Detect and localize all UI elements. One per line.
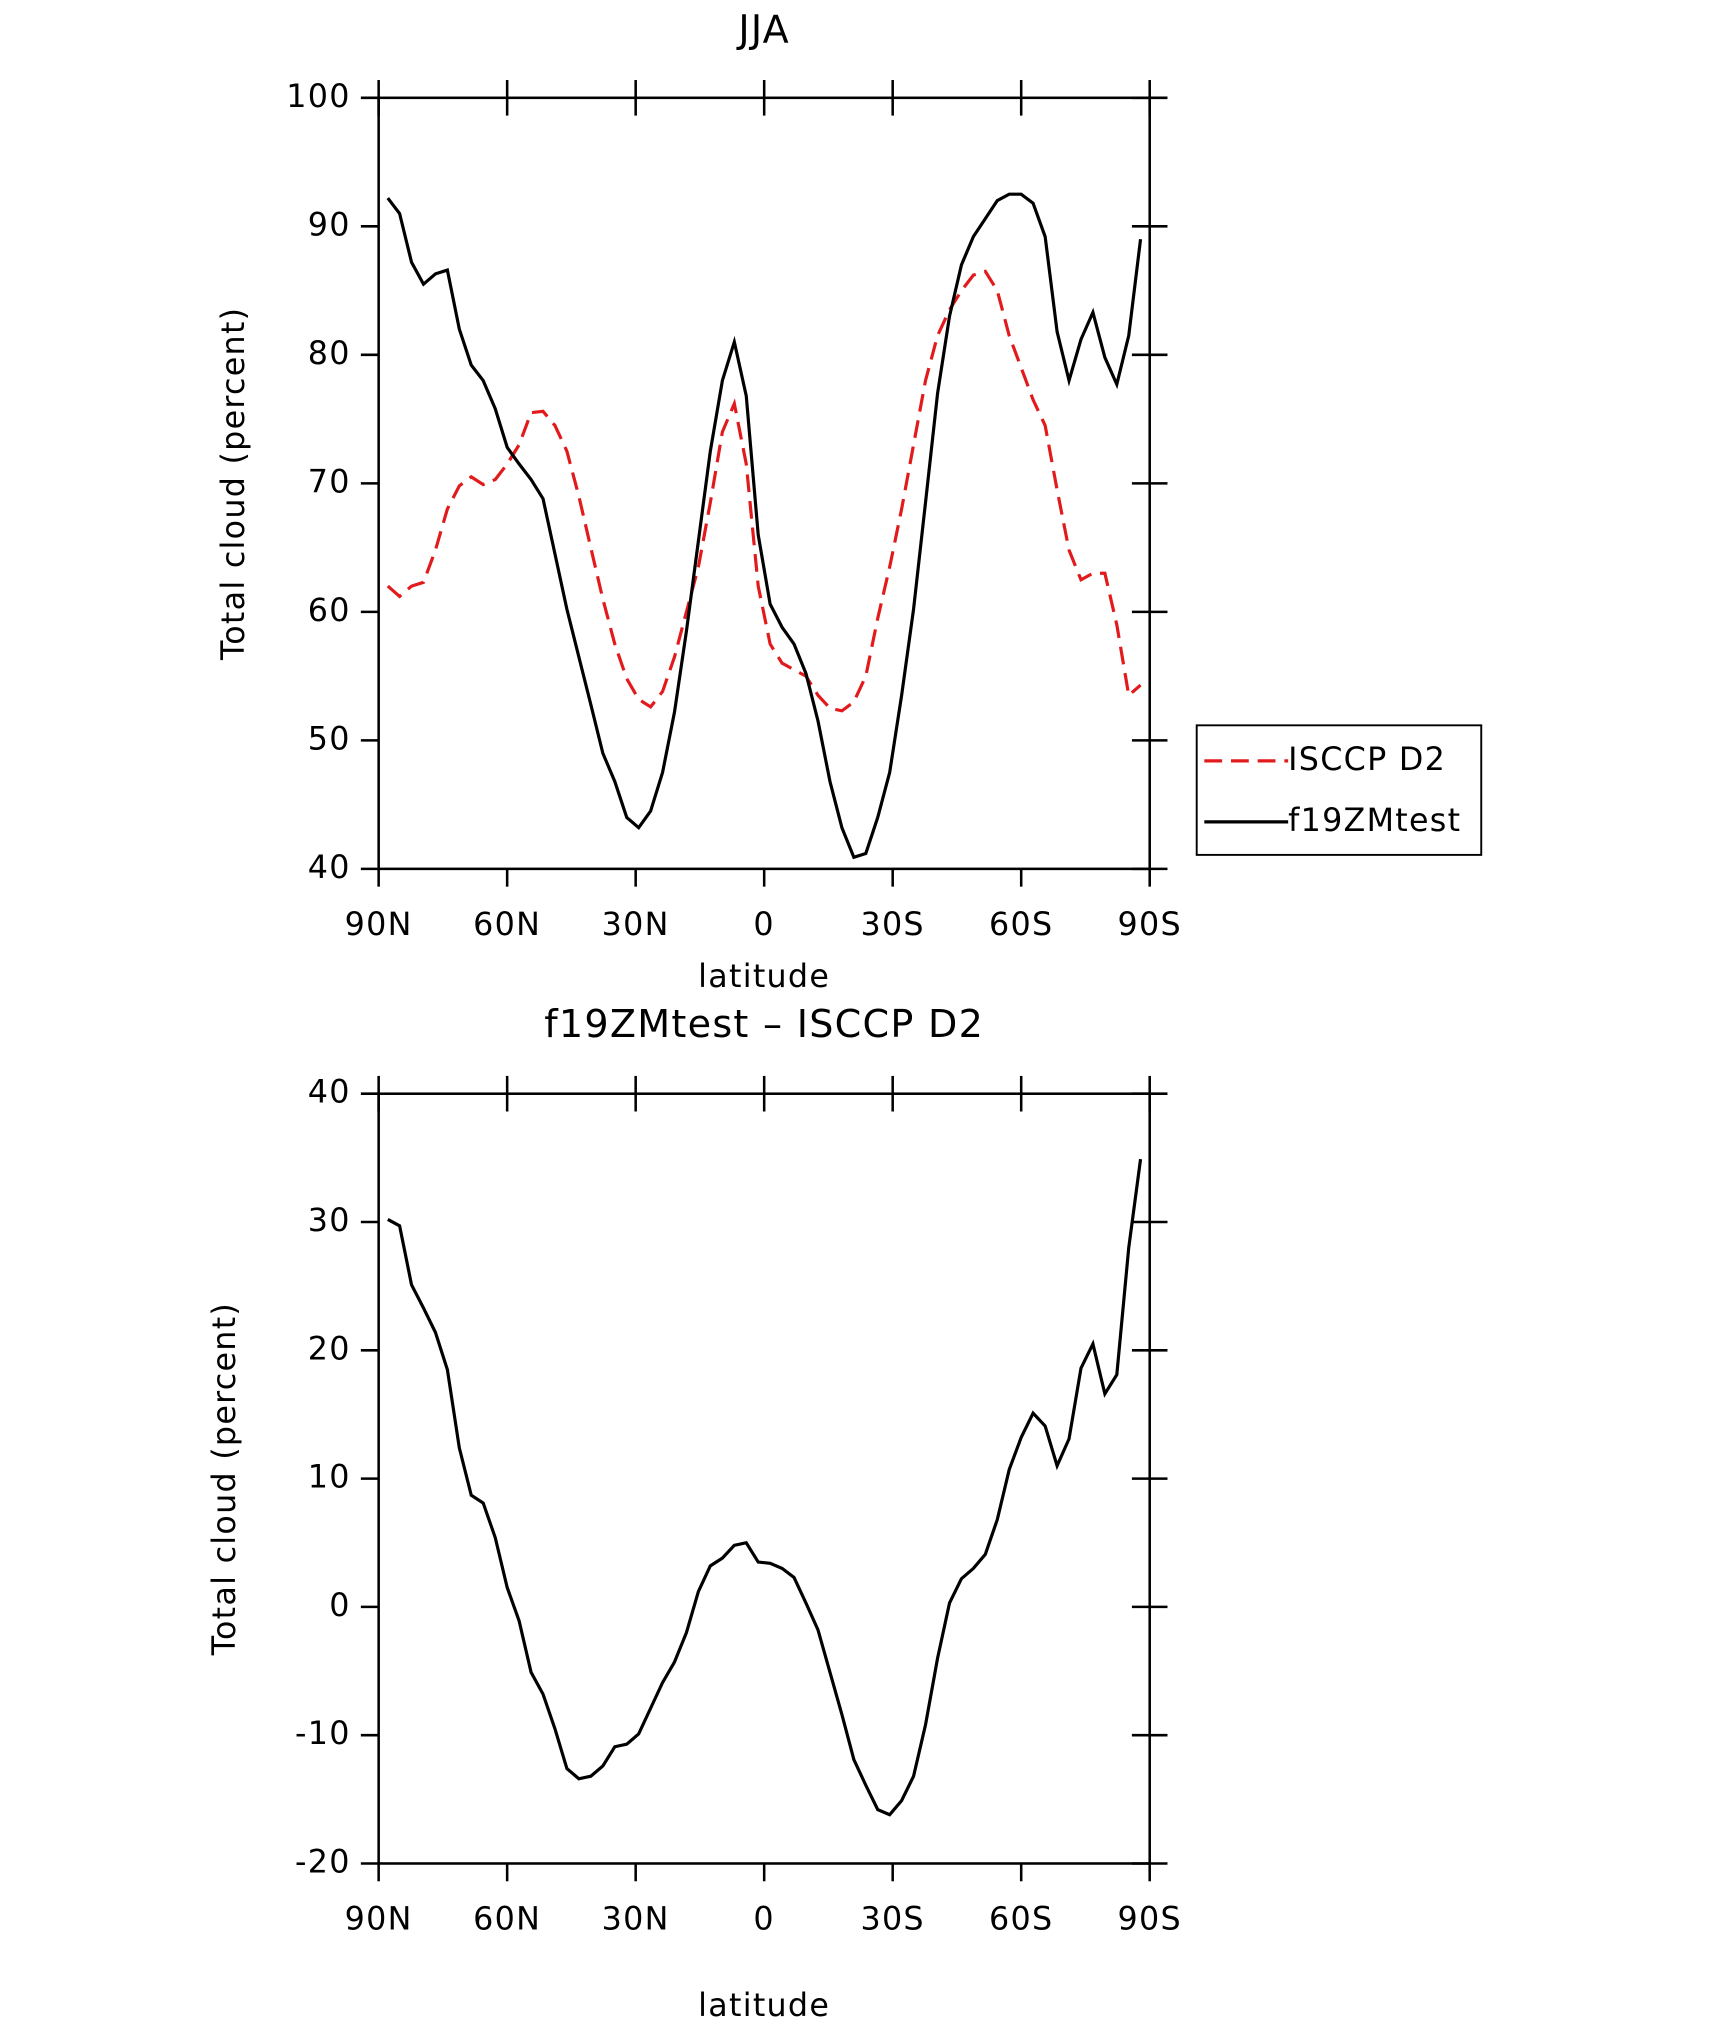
x-tick-label: 90N — [345, 907, 413, 943]
y-axis-label: Total cloud (percent) — [207, 1302, 243, 1656]
y-tick-label: 0 — [329, 1588, 350, 1624]
data-line — [387, 1158, 1143, 1817]
x-tick-label: 60S — [989, 1902, 1053, 1938]
plot-frame — [377, 96, 1151, 871]
x-tick-label: 30N — [602, 1902, 670, 1938]
y-tick-label: 40 — [308, 1075, 351, 1111]
data-line — [386, 269, 1142, 713]
x-tick-label: 90S — [1118, 1902, 1182, 1938]
x-axis-label: latitude — [698, 1988, 830, 2021]
data-line — [386, 192, 1143, 860]
y-tick-label: 60 — [308, 593, 351, 629]
chart-title: f19ZMtest – ISCCP D2 — [544, 1002, 984, 1046]
y-axis-label: Total cloud (percent) — [216, 307, 252, 661]
x-tick-label: 90S — [1118, 907, 1182, 943]
x-tick-label: 0 — [753, 1902, 774, 1938]
chart-title: JJA — [736, 7, 790, 51]
legend-label: ISCCP D2 — [1288, 742, 1446, 778]
legend-box — [1195, 724, 1483, 856]
y-tick-label: 80 — [308, 336, 351, 372]
x-tick-label: 30S — [860, 907, 924, 943]
x-tick-label: 30N — [602, 907, 670, 943]
y-tick-label: 90 — [308, 207, 351, 243]
y-tick-label: 40 — [308, 850, 351, 886]
x-tick-label: 60S — [989, 907, 1053, 943]
y-tick-label: -10 — [295, 1716, 351, 1752]
x-tick-label: 90N — [345, 1902, 413, 1938]
y-tick-label: 70 — [308, 464, 351, 500]
y-tick-label: 30 — [308, 1203, 351, 1239]
y-tick-label: -20 — [295, 1844, 351, 1880]
y-tick-label: 10 — [308, 1460, 351, 1496]
x-tick-label: 0 — [753, 907, 774, 943]
y-tick-label: 20 — [308, 1331, 351, 1367]
x-axis-label: latitude — [698, 959, 830, 995]
x-tick-label: 60N — [473, 907, 541, 943]
x-tick-label: 60N — [473, 1902, 541, 1938]
plot-frame — [377, 1092, 1151, 1865]
legend-label: f19ZMtest — [1288, 803, 1461, 839]
y-tick-label: 100 — [286, 79, 350, 115]
y-tick-label: 50 — [308, 721, 351, 757]
x-tick-label: 30S — [860, 1902, 924, 1938]
